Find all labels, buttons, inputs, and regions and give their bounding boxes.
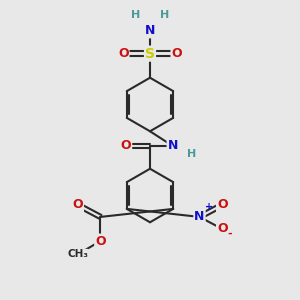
Text: O: O [217,198,228,212]
Text: O: O [72,198,83,212]
Text: S: S [145,46,155,61]
Text: +: + [205,202,213,212]
Text: N: N [145,24,155,38]
Text: H: H [187,149,196,159]
Text: N: N [168,140,178,152]
Text: O: O [121,140,131,152]
Text: O: O [95,235,106,248]
Text: N: N [194,210,205,224]
Text: H: H [160,10,169,20]
Text: O: O [118,47,128,60]
Text: -: - [228,229,232,238]
Text: O: O [172,47,182,60]
Text: O: O [217,223,228,236]
Text: CH₃: CH₃ [67,249,88,260]
Text: H: H [131,10,140,20]
